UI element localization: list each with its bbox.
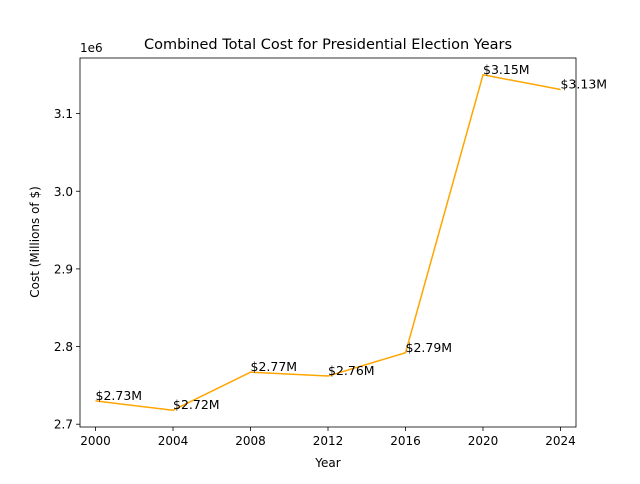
- y-tick-label: 3.1: [54, 107, 73, 121]
- data-label: $2.79M: [406, 340, 453, 355]
- data-label: $2.77M: [251, 359, 298, 374]
- y-tick-label: 3.0: [54, 185, 73, 199]
- x-tick-label: 2016: [390, 434, 421, 448]
- y-tick-label: 2.8: [54, 340, 73, 354]
- x-tick-label: 2000: [80, 434, 111, 448]
- data-label: $3.13M: [561, 77, 608, 92]
- plot-area: $2.73M $2.72M $2.77M $2.76M $2.79M $3.15M $3.1…: [54, 57, 608, 448]
- y-tick-label: 2.9: [54, 262, 73, 276]
- x-tick-label: 2020: [468, 434, 499, 448]
- series-line-0: [95, 74, 561, 411]
- x-tick-label: 2008: [235, 434, 266, 448]
- chart-title: Combined Total Cost for Presidential Ele…: [144, 37, 512, 53]
- data-label: $2.76M: [328, 363, 375, 378]
- data-label: $2.72M: [173, 397, 220, 412]
- x-tick-label: 2024: [545, 434, 576, 448]
- y-offset-label: 1e6: [80, 41, 103, 55]
- y-tick-label: 2.7: [54, 418, 73, 432]
- y-axis-label: Cost (Millions of $): [28, 186, 42, 298]
- data-label: $2.73M: [96, 388, 143, 403]
- x-tick-label: 2004: [158, 434, 189, 448]
- x-tick-label: 2012: [313, 434, 344, 448]
- x-axis-label: Year: [314, 456, 340, 470]
- data-label: $3.15M: [483, 62, 530, 77]
